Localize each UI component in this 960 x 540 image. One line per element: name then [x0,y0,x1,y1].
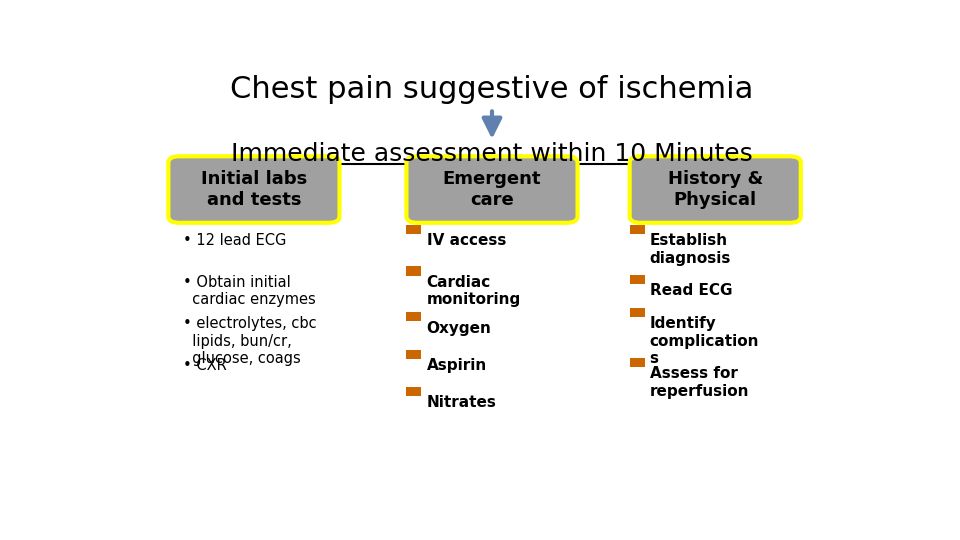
Text: Emergent
care: Emergent care [443,170,541,209]
FancyBboxPatch shape [406,266,421,275]
Text: • Obtain initial
  cardiac enzymes: • Obtain initial cardiac enzymes [183,275,316,307]
Text: Oxygen: Oxygen [426,321,492,335]
Text: History &
Physical: History & Physical [667,170,763,209]
FancyBboxPatch shape [630,225,644,234]
FancyBboxPatch shape [406,387,421,396]
FancyBboxPatch shape [406,225,421,234]
Text: Nitrates: Nitrates [426,395,496,410]
FancyBboxPatch shape [406,349,421,359]
FancyBboxPatch shape [630,308,644,317]
Text: Read ECG: Read ECG [650,283,732,298]
FancyBboxPatch shape [630,156,801,223]
Text: Initial labs
and tests: Initial labs and tests [201,170,307,209]
FancyBboxPatch shape [406,156,578,223]
Text: Establish
diagnosis: Establish diagnosis [650,233,732,266]
FancyBboxPatch shape [406,312,421,321]
Text: IV access: IV access [426,233,506,248]
Text: Immediate assessment within 10 Minutes: Immediate assessment within 10 Minutes [231,142,753,166]
Text: • electrolytes, cbc
  lipids, bun/cr,
  glucose, coags: • electrolytes, cbc lipids, bun/cr, gluc… [183,316,317,366]
Text: Aspirin: Aspirin [426,358,487,373]
Text: Assess for
reperfusion: Assess for reperfusion [650,366,749,399]
Text: Chest pain suggestive of ischemia: Chest pain suggestive of ischemia [230,75,754,104]
Text: Cardiac
monitoring: Cardiac monitoring [426,275,520,307]
FancyBboxPatch shape [630,275,644,284]
Text: Identify
complication
s: Identify complication s [650,316,759,366]
FancyBboxPatch shape [168,156,340,223]
Text: • CXR: • CXR [183,358,227,373]
Text: • 12 lead ECG: • 12 lead ECG [183,233,287,248]
FancyBboxPatch shape [630,358,644,367]
